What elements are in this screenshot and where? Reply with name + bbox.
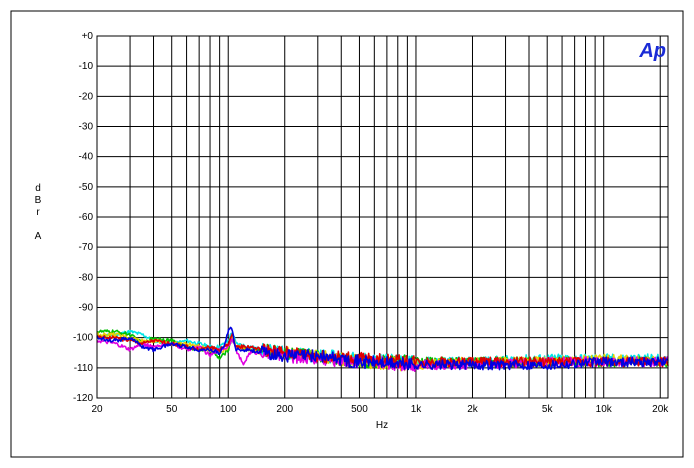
y-axis-label-char: B	[35, 195, 42, 206]
y-tick-label: -70	[79, 242, 94, 253]
y-tick-label: -50	[79, 182, 94, 193]
y-tick-labels: +0 -10 -20 -30 -40 -50 -60 -70 -80 -90 -100 -110 -12…	[73, 31, 93, 404]
y-tick-label: +0	[82, 31, 94, 42]
x-tick-label: 200	[276, 404, 293, 415]
x-tick-label: 10k	[596, 404, 613, 415]
x-tick-label: 1k	[411, 404, 423, 415]
y-tick-label: -40	[79, 152, 94, 163]
x-tick-label: 5k	[542, 404, 554, 415]
x-tick-label: 100	[220, 404, 237, 415]
y-tick-label: -20	[79, 91, 94, 102]
ap-logo: Ap	[638, 40, 666, 62]
x-tick-label: 20k	[652, 404, 669, 415]
y-tick-label: -120	[73, 393, 93, 404]
series-group	[96, 326, 669, 372]
y-tick-label: -60	[79, 212, 94, 223]
y-axis-label-char: r	[36, 207, 40, 218]
y-axis-label-char: d	[35, 183, 41, 194]
x-tick-label: 500	[351, 404, 368, 415]
y-tick-label: -100	[73, 333, 93, 344]
series-line	[96, 326, 669, 371]
y-tick-label: -10	[79, 61, 94, 72]
y-tick-label: -90	[79, 303, 94, 314]
y-axis-label: dBr A	[35, 183, 42, 242]
y-tick-label: -110	[74, 363, 94, 374]
x-tick-label: 20	[91, 404, 103, 415]
chart-outer-frame	[10, 10, 684, 458]
plot-border	[96, 35, 669, 399]
y-axis-label-char: A	[35, 231, 42, 242]
x-tick-label: 2k	[467, 404, 479, 415]
x-tick-label: 50	[166, 404, 178, 415]
x-axis-label: Hz	[376, 420, 388, 431]
y-tick-label: -30	[79, 122, 94, 133]
y-tick-label: -80	[79, 272, 94, 283]
x-tick-labels: 20 50 100 200 500 1k 2k 5k 10k 20k	[91, 404, 669, 415]
